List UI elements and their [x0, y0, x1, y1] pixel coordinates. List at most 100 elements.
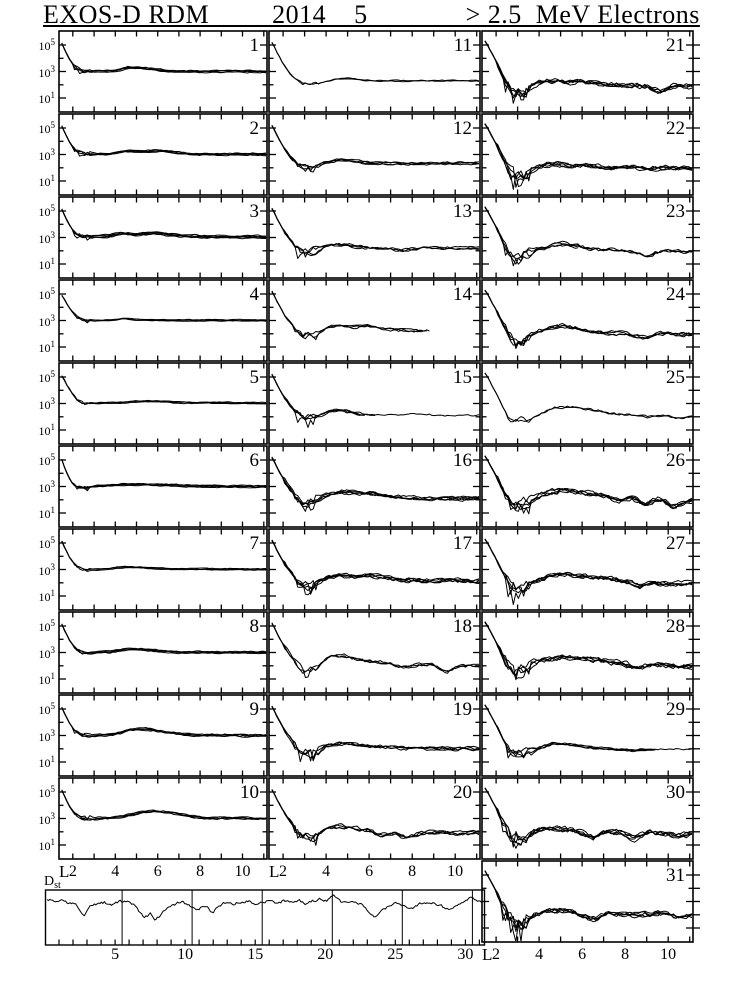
svg-text:20: 20 — [453, 782, 472, 803]
y-axis-label-10e1: 101 — [38, 505, 56, 521]
x-axis-tick-label: 4 — [322, 863, 331, 880]
svg-text:4: 4 — [250, 284, 260, 305]
flux-panel-day-15: 15 — [268, 362, 481, 445]
svg-text:6: 6 — [250, 450, 260, 471]
x-axis-tick-label: 10 — [660, 946, 677, 963]
y-axis-label-10e5: 105 — [38, 535, 56, 551]
flux-panel-day-9: 9 — [58, 694, 268, 777]
y-axis-label-10e3: 103 — [38, 63, 56, 80]
flux-panel-day-31: 31 — [481, 860, 700, 943]
y-axis-label-10e1: 101 — [38, 256, 56, 272]
y-axis-label-10e5: 105 — [38, 618, 56, 634]
flux-panel-day-22: 22 — [481, 113, 700, 196]
y-axis-label-10e3: 103 — [38, 561, 56, 578]
flux-panel-day-7: 7 — [58, 528, 268, 611]
y-axis-label-10e1: 101 — [38, 754, 56, 770]
y-axis-label-10e3: 103 — [38, 395, 56, 412]
y-axis-label-10e1: 101 — [38, 837, 56, 853]
flux-panel-day-27: 27 — [481, 528, 700, 611]
svg-text:30: 30 — [666, 782, 685, 803]
y-axis-label-10e3: 103 — [38, 810, 56, 827]
svg-text:11: 11 — [454, 35, 472, 56]
svg-text:14: 14 — [453, 284, 473, 305]
flux-panel-day-19: 19 — [268, 694, 481, 777]
flux-panel-day-24: 24 — [481, 279, 700, 362]
flux-panel-day-30: 30 — [481, 777, 700, 860]
dst-day-label: 20 — [317, 946, 334, 963]
svg-text:24: 24 — [666, 284, 686, 305]
flux-panel-day-3: 3 — [58, 196, 268, 279]
dst-day-label: 25 — [387, 946, 404, 963]
flux-panel-day-16: 16 — [268, 445, 481, 528]
y-axis-label-10e3: 103 — [38, 312, 56, 329]
y-axis-label-10e5: 105 — [38, 701, 56, 717]
svg-text:12: 12 — [453, 118, 472, 139]
svg-text:17: 17 — [453, 533, 472, 554]
flux-panel-day-8: 8 — [58, 611, 268, 694]
flux-panel-day-2: 2 — [58, 113, 268, 196]
y-axis-label-10e5: 105 — [38, 286, 56, 302]
svg-text:25: 25 — [666, 367, 685, 388]
flux-panel-day-23: 23 — [481, 196, 700, 279]
y-axis-label-10e3: 103 — [38, 146, 56, 163]
flux-panel-day-1: 1 — [58, 30, 268, 113]
flux-panel-day-10: 10 — [58, 777, 268, 860]
svg-text:22: 22 — [666, 118, 685, 139]
svg-text:15: 15 — [453, 367, 472, 388]
axis-name-L: L — [59, 862, 70, 881]
y-axis-label-10e1: 101 — [38, 173, 56, 189]
svg-text:1: 1 — [250, 35, 260, 56]
x-axis-tick-label: 10 — [234, 863, 251, 880]
x-axis-tick-label: 4 — [111, 863, 120, 880]
y-axis-label-10e3: 103 — [38, 229, 56, 246]
x-axis-tick-label: 8 — [196, 863, 205, 880]
y-axis-label-10e1: 101 — [38, 339, 56, 355]
flux-panel-day-28: 28 — [481, 611, 700, 694]
svg-text:2: 2 — [250, 118, 260, 139]
flux-panel-day-12: 12 — [268, 113, 481, 196]
dst-index-panel — [44, 888, 486, 948]
page-title: EXOS-D RDM 2014 5 > 2.5 MeV Electrons — [43, 0, 700, 29]
dst-day-label: 5 — [111, 946, 120, 963]
dst-axis-label: Dst — [44, 874, 61, 892]
dst-day-label: 10 — [177, 946, 194, 963]
svg-text:26: 26 — [666, 450, 685, 471]
y-axis-label-10e5: 105 — [38, 120, 56, 136]
y-axis-label-10e1: 101 — [38, 671, 56, 687]
svg-text:16: 16 — [453, 450, 472, 471]
y-axis-label-10e1: 101 — [38, 588, 56, 604]
x-axis-tick-label: 8 — [621, 946, 630, 963]
flux-panel-day-5: 5 — [58, 362, 268, 445]
dst-day-label: 30 — [457, 946, 474, 963]
svg-text:23: 23 — [666, 201, 685, 222]
x-axis-tick-label: 2 — [68, 863, 77, 880]
y-axis-label-10e3: 103 — [38, 644, 56, 661]
flux-panel-day-17: 17 — [268, 528, 481, 611]
axis-name-L: L — [269, 862, 280, 881]
x-axis-tick-label: 6 — [578, 946, 587, 963]
svg-text:3: 3 — [250, 201, 260, 222]
svg-text:27: 27 — [666, 533, 685, 554]
flux-panel-day-26: 26 — [481, 445, 700, 528]
flux-panel-day-13: 13 — [268, 196, 481, 279]
svg-text:28: 28 — [666, 616, 685, 637]
x-axis-tick-label: 4 — [535, 946, 544, 963]
flux-panel-day-4: 4 — [58, 279, 268, 362]
flux-panel-day-29: 29 — [481, 694, 700, 777]
x-axis-tick-label: 10 — [447, 863, 464, 880]
y-axis-label-10e3: 103 — [38, 478, 56, 495]
svg-text:10: 10 — [240, 782, 259, 803]
y-axis-label-10e5: 105 — [38, 452, 56, 468]
x-axis-tick-label: 6 — [365, 863, 374, 880]
y-axis-label-10e1: 101 — [38, 422, 56, 438]
x-axis-tick-label: 2 — [279, 863, 288, 880]
flux-panel-day-11: 11 — [268, 30, 481, 113]
svg-text:31: 31 — [666, 865, 685, 886]
x-axis-tick-label: 8 — [408, 863, 417, 880]
flux-panel-day-6: 6 — [58, 445, 268, 528]
svg-text:29: 29 — [666, 699, 685, 720]
flux-panel-day-21: 21 — [481, 30, 700, 113]
x-axis-tick-label: 6 — [153, 863, 162, 880]
flux-panel-day-20: 20 — [268, 777, 481, 860]
axis-name-L: L — [482, 945, 493, 964]
